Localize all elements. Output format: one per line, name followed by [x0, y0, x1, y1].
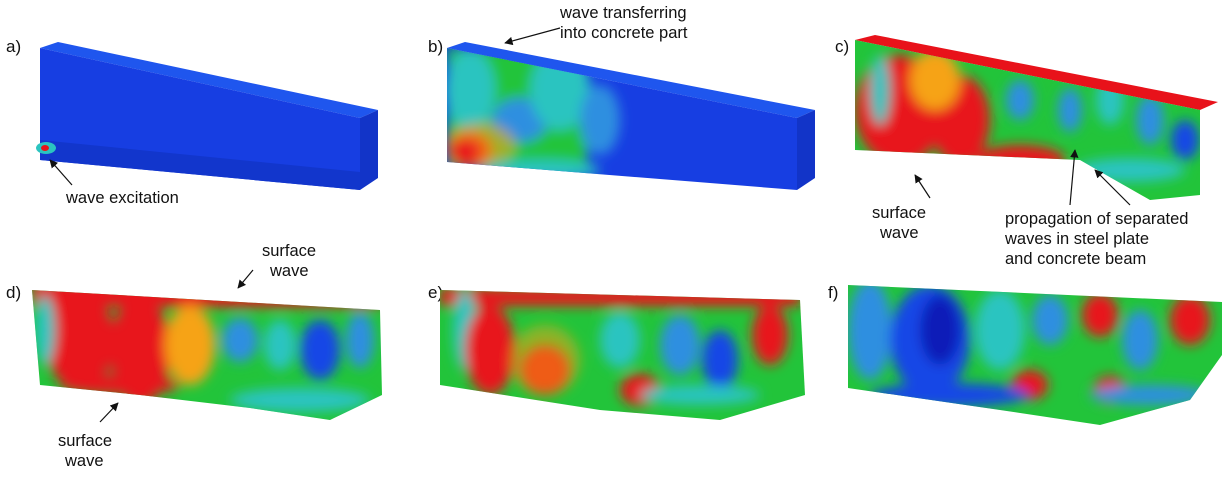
arrow-wave-excitation — [49, 159, 73, 186]
excitation-core — [41, 145, 49, 151]
arrow-surface-wave-d-top — [237, 269, 254, 289]
label-propagation-2: waves in steel plate — [1004, 230, 1149, 248]
panel-f: f) — [828, 283, 1222, 425]
label-surface-wave-c-2: wave — [879, 224, 919, 242]
arrow-surface-wave-d-bottom — [99, 402, 119, 423]
beam-end-face — [797, 110, 815, 190]
panel-b: b) wave transferring into concrete part — [428, 4, 815, 190]
panel-label-a: a) — [6, 37, 21, 56]
panel-label-b: b) — [428, 37, 443, 56]
label-propagation-3: and concrete beam — [1005, 250, 1146, 268]
beam-top-face — [40, 42, 378, 118]
label-surface-wave-d-top-1: surface — [262, 242, 316, 260]
label-wave-transferring-1: wave transferring — [559, 4, 687, 22]
label-surface-wave-d-top-2: wave — [269, 262, 309, 280]
arrow-wave-transferring — [504, 27, 561, 46]
panel-label-d: d) — [6, 283, 21, 302]
panel-a: a) wave excitation — [6, 37, 378, 207]
beam-end-face — [360, 110, 378, 190]
panel-c: c) surface wave propagation of separat — [835, 35, 1218, 268]
label-surface-wave-d-bottom-1: surface — [58, 432, 112, 450]
panel-label-f: f) — [828, 283, 838, 302]
arrow-propagation-1 — [1069, 149, 1079, 206]
panel-label-e: e) — [428, 283, 443, 302]
beam-top-face — [855, 35, 1218, 110]
panel-e: e) — [428, 283, 805, 420]
beam-top-face — [447, 42, 815, 118]
arrow-surface-wave-c — [914, 174, 931, 199]
label-propagation-1: propagation of separated — [1005, 210, 1188, 228]
label-surface-wave-d-bottom-2: wave — [64, 452, 104, 470]
beam-bottom-strip — [40, 140, 360, 190]
arrow-propagation-2 — [1094, 169, 1131, 206]
panel-label-c: c) — [835, 37, 849, 56]
label-wave-excitation: wave excitation — [65, 189, 179, 207]
panel-d: d) surface wave surface wave — [6, 242, 382, 470]
label-surface-wave-c-1: surface — [872, 204, 926, 222]
label-wave-transferring-2: into concrete part — [560, 24, 688, 42]
